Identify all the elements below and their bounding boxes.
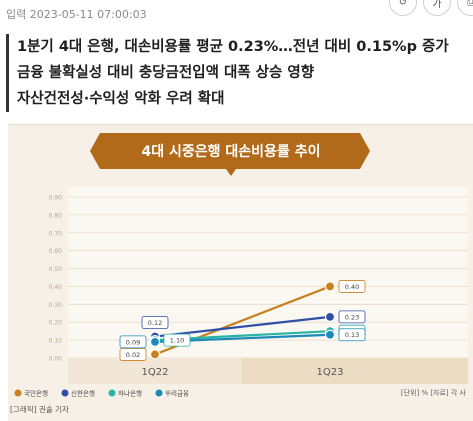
legend-marker (61, 389, 69, 397)
data-label: 0.02 (126, 351, 140, 359)
legend-marker (155, 389, 163, 397)
article-toolbar: ↺ 가 ⎙ (389, 0, 473, 16)
y-tick-label: 0.90 (49, 195, 63, 202)
legend: 국민은행 신한은행 하나은행 우리금융 (14, 389, 189, 398)
legend-marker (108, 389, 116, 397)
graphic-credit: [그래픽] 권솔 기자 (10, 404, 69, 414)
data-label: 0.40 (345, 283, 359, 291)
title-banner (90, 133, 370, 169)
data-label-box (119, 348, 147, 361)
chart-note: [단위] % [자료] 각 사 (401, 388, 467, 397)
data-label: 0.23 (345, 313, 359, 321)
data-point (324, 281, 336, 292)
y-tick-label: 0.30 (49, 302, 63, 309)
data-label: 0.13 (345, 331, 359, 339)
y-tick-label: 0.80 (49, 212, 63, 219)
chart-graphic: 4대 시중은행 대손비용률 추이 0.00 0.10 0.20 0.30 0.40 0.5… (8, 124, 473, 421)
data-label-box (338, 280, 366, 293)
legend-label: 국민은행 (24, 389, 48, 398)
data-label-box (119, 335, 147, 349)
data-point (149, 336, 161, 347)
share-icon[interactable]: ↺ (389, 0, 417, 16)
data-label-box (141, 316, 169, 329)
article-subheadline: 1분기 4대 은행, 대손비용률 평균 0.23%…전년 대비 0.15%p 증… (6, 34, 473, 112)
data-point (149, 349, 161, 360)
article-meta-bar: 입력 2023-05-11 07:00:03 ↺ 가 ⎙ (0, 0, 473, 26)
font-size-icon[interactable]: 가 (423, 0, 451, 16)
data-label: 0.12 (148, 319, 162, 327)
series-layer: 0.020.400.120.231.100.150.090.13 (119, 280, 366, 361)
publish-date: 입력 2023-05-11 07:00:03 (6, 8, 147, 21)
legend-label: 신한은행 (71, 389, 95, 398)
x-tick-label: 1Q22 (142, 367, 169, 378)
headline-line: 금융 불확실성 대비 충당금전입액 대폭 상승 영향 (17, 65, 315, 81)
y-tick-label: 0.50 (49, 266, 63, 273)
legend-label: 우리금융 (165, 389, 189, 398)
y-axis-ticks: 0.00 0.10 0.20 0.30 0.40 0.50 0.60 0.70 0.80 0.90 (49, 195, 63, 363)
y-tick-label: 0.60 (49, 248, 63, 255)
y-tick-label: 0.00 (49, 356, 63, 363)
y-tick-label: 0.70 (49, 230, 63, 237)
chart-title: 4대 시중은행 대손비용률 추이 (142, 143, 321, 160)
y-tick-label: 0.20 (49, 320, 63, 327)
data-label: 0.09 (126, 338, 140, 346)
plot-area (68, 187, 468, 358)
y-tick-label: 0.40 (49, 284, 63, 291)
headline-line: 1분기 4대 은행, 대손비용률 평균 0.23%…전년 대비 0.15%p 증… (17, 39, 449, 55)
data-point (324, 329, 336, 340)
x-tick-label: 1Q23 (317, 367, 344, 378)
title-banner-accent (226, 169, 236, 176)
data-label: 1.10 (170, 337, 184, 345)
y-tick-label: 0.10 (49, 338, 63, 345)
legend-marker (14, 389, 22, 397)
x-axis-band-1 (68, 358, 242, 384)
print-icon[interactable]: ⎙ (457, 0, 473, 16)
data-label-box (338, 328, 366, 342)
data-label-box (338, 310, 366, 324)
data-point (324, 311, 336, 322)
legend-label: 하나은행 (118, 389, 142, 398)
x-axis-band-2 (242, 358, 468, 384)
series-line (154, 315, 331, 338)
headline-line: 자산건전성·수익성 악화 우려 확대 (17, 91, 225, 107)
data-label-box (163, 333, 191, 347)
line-chart: 4대 시중은행 대손비용률 추이 0.00 0.10 0.20 0.30 0.40 0.5… (10, 133, 468, 414)
